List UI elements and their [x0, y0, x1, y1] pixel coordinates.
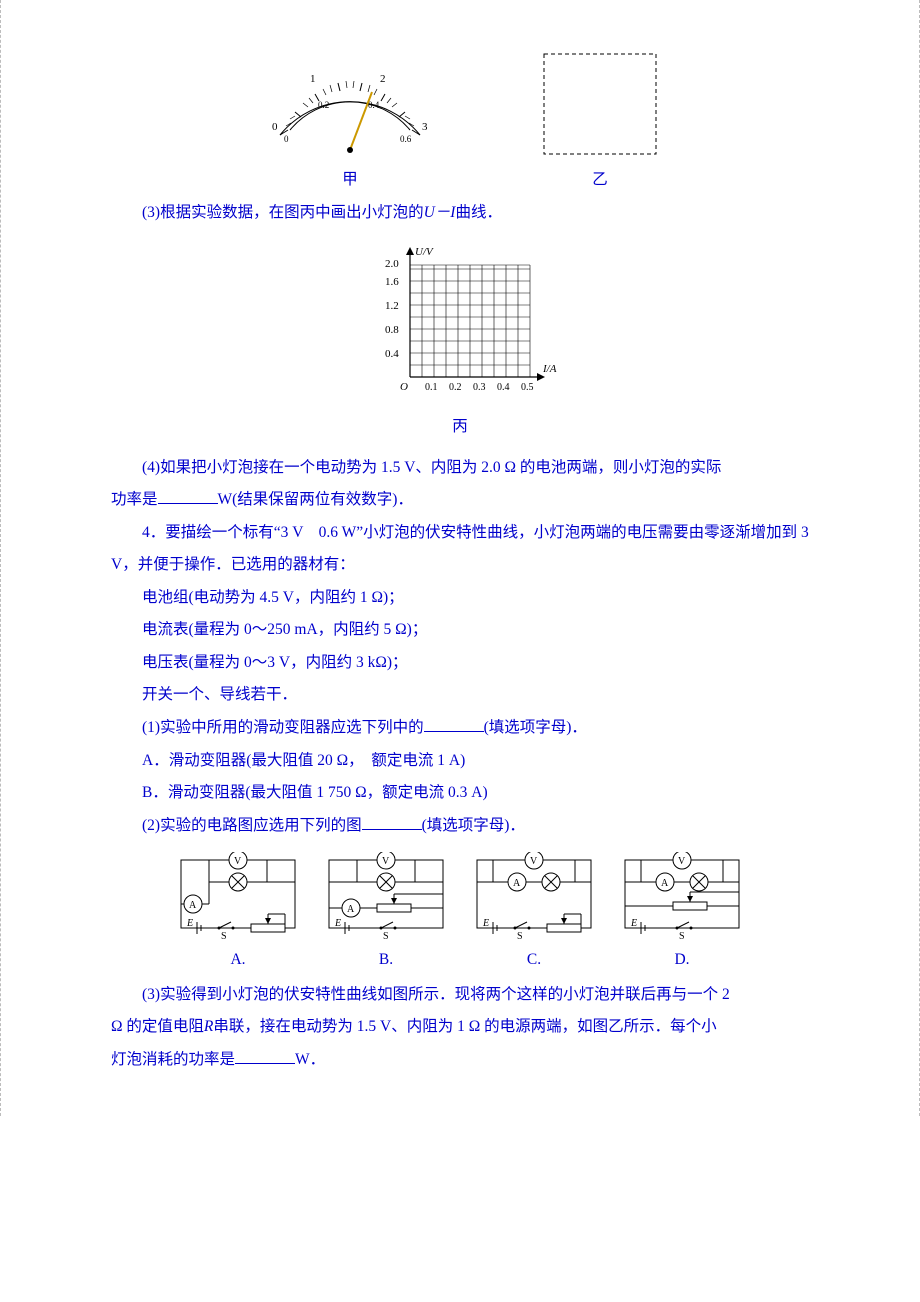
q43-c: 串联，接在电动势为 1.5 V、内阻为 1 Ω 的电源两端，如图乙所示．每个小 — [213, 1018, 716, 1035]
svg-text:S: S — [679, 931, 685, 942]
svg-text:E: E — [334, 918, 341, 929]
dashed-box-svg — [540, 50, 660, 160]
svg-text:U/V: U/V — [415, 246, 434, 258]
q3-line: (3)根据实验数据，在图丙中画出小灯泡的U－I曲线． — [111, 197, 809, 230]
line-batt: 电池组(电动势为 4.5 V，内阻约 1 Ω)； — [111, 582, 809, 615]
svg-text:A: A — [513, 878, 521, 889]
svg-text:2: 2 — [380, 73, 386, 85]
svg-text:0.2: 0.2 — [318, 100, 329, 110]
opt-b: B．滑动变阻器(最大阻值 1 750 Ω，额定电流 0.3 A) — [111, 777, 809, 810]
svg-text:O: O — [400, 381, 408, 393]
svg-text:0.2: 0.2 — [449, 382, 462, 393]
q4-line-b: 功率是 W(结果保留两位有效数字)． — [111, 484, 809, 517]
q43-unit: W． — [295, 1051, 325, 1068]
ammeter-svg: 0 1 2 3 0 0.2 0.4 0.6 — [260, 50, 440, 160]
svg-text:V: V — [234, 856, 242, 867]
q3-text: (3)根据实验数据，在图丙中画出小灯泡的 — [142, 204, 424, 221]
q4-b: 功率是 — [111, 491, 158, 508]
line-sw: 开关一个、导线若干． — [111, 679, 809, 712]
svg-text:0: 0 — [272, 121, 278, 133]
svg-text:V: V — [382, 856, 390, 867]
circuit-b: V A E S B. — [321, 852, 451, 977]
svg-text:0.6: 0.6 — [400, 134, 412, 144]
svg-text:1: 1 — [310, 73, 316, 85]
q4-line-a: (4)如果把小灯泡接在一个电动势为 1.5 V、内阻为 2.0 Ω 的电池两端，… — [111, 452, 809, 485]
q42-text: (2)实验的电路图应选用下列的图 — [142, 817, 362, 834]
circuit-d: V A E S D. — [617, 852, 747, 977]
svg-text:1.2: 1.2 — [385, 300, 399, 312]
q43-d-text: 灯泡消耗的功率是 — [111, 1051, 235, 1068]
caption-yi: 乙 — [592, 164, 608, 197]
p4-intro: 4．要描绘一个标有“3 V 0.6 W”小灯泡的伏安特性曲线，小灯泡两端的电压需… — [111, 517, 809, 582]
q3-ui: U－I — [424, 204, 456, 221]
svg-text:0.3: 0.3 — [473, 382, 486, 393]
q4-unit: W(结果保留两位有效数字)． — [218, 491, 413, 508]
svg-text:0: 0 — [284, 134, 289, 144]
svg-text:0.4: 0.4 — [497, 382, 510, 393]
label-c: C. — [527, 944, 541, 977]
svg-text:A: A — [661, 878, 669, 889]
needle — [350, 92, 372, 150]
caption-bing: 丙 — [452, 411, 468, 444]
q41-text: (1)实验中所用的滑动变阻器应选下列中的 — [142, 719, 424, 736]
circuit-b-svg: V A E S — [321, 852, 451, 942]
circuit-a-svg: V A E S — [173, 852, 303, 942]
svg-text:V: V — [678, 856, 686, 867]
ammeter-figure: 0 1 2 3 0 0.2 0.4 0.6 甲 — [260, 50, 440, 197]
svg-text:E: E — [186, 918, 193, 929]
circuit-row: V A E S A. — [111, 852, 809, 977]
svg-text:S: S — [383, 931, 389, 942]
caption-jia: 甲 — [342, 164, 358, 197]
q43-d: 灯泡消耗的功率是 W． — [111, 1044, 809, 1077]
q41-tail: (填选项字母)． — [484, 719, 587, 736]
circuit-a: V A E S A. — [173, 852, 303, 977]
blank-power-1 — [158, 488, 218, 505]
label-b: B. — [379, 944, 393, 977]
label-a: A. — [230, 944, 245, 977]
svg-text:2.0: 2.0 — [385, 258, 399, 270]
opt-a: A．滑动变阻器(最大阻值 20 Ω， 额定电流 1 A) — [111, 745, 809, 778]
svg-text:I/A: I/A — [542, 363, 557, 375]
svg-text:E: E — [482, 918, 489, 929]
q43-bc: Ω 的定值电阻R串联，接在电动势为 1.5 V、内阻为 1 Ω 的电源两端，如图… — [111, 1011, 809, 1044]
q42-tail: (填选项字母)． — [422, 817, 525, 834]
svg-text:0.4: 0.4 — [368, 100, 380, 110]
q43-a: (3)实验得到小灯泡的伏安特性曲线如图所示．现将两个这样的小灯泡并联后再与一个 … — [111, 979, 809, 1012]
blank-box-figure: 乙 — [540, 50, 660, 197]
svg-text:3: 3 — [422, 121, 428, 133]
svg-text:S: S — [221, 931, 227, 942]
svg-text:E: E — [630, 918, 637, 929]
q43-b: Ω 的定值电阻 — [111, 1018, 204, 1035]
line-amm: 电流表(量程为 0～250 mA，内阻约 5 Ω)； — [111, 614, 809, 647]
svg-text:0.1: 0.1 — [425, 382, 438, 393]
q42-line: (2)实验的电路图应选用下列的图 (填选项字母)． — [111, 810, 809, 843]
svg-text:A: A — [189, 900, 197, 911]
q41-line: (1)实验中所用的滑动变阻器应选下列中的 (填选项字母)． — [111, 712, 809, 745]
blank-circuit — [362, 813, 422, 830]
circuit-c: V A E S C. — [469, 852, 599, 977]
grid-figure: 0.4 0.8 1.2 1.6 2.0 0.1 0.2 0.3 0.4 0.5 … — [111, 237, 809, 444]
circuit-d-svg: V A E S — [617, 852, 747, 942]
circuit-c-svg: V A E S — [469, 852, 599, 942]
blank-power-2 — [235, 1047, 295, 1064]
svg-text:1.6: 1.6 — [385, 276, 399, 288]
svg-text:0.5: 0.5 — [521, 382, 534, 393]
svg-text:V: V — [530, 856, 538, 867]
page: 0 1 2 3 0 0.2 0.4 0.6 甲 乙 (3)根据实验数据，在 — [0, 0, 920, 1116]
svg-text:S: S — [517, 931, 523, 942]
figure-row-top: 0 1 2 3 0 0.2 0.4 0.6 甲 乙 — [111, 50, 809, 197]
blank-rheostat — [424, 716, 484, 733]
grid-svg: 0.4 0.8 1.2 1.6 2.0 0.1 0.2 0.3 0.4 0.5 … — [355, 237, 565, 407]
svg-text:0.8: 0.8 — [385, 324, 399, 336]
line-volt: 电压表(量程为 0～3 V，内阻约 3 kΩ)； — [111, 647, 809, 680]
label-d: D. — [674, 944, 689, 977]
q43-r: R — [204, 1018, 213, 1035]
svg-text:0.4: 0.4 — [385, 348, 399, 360]
q3-tail: 曲线． — [455, 204, 502, 221]
svg-text:A: A — [347, 904, 355, 915]
